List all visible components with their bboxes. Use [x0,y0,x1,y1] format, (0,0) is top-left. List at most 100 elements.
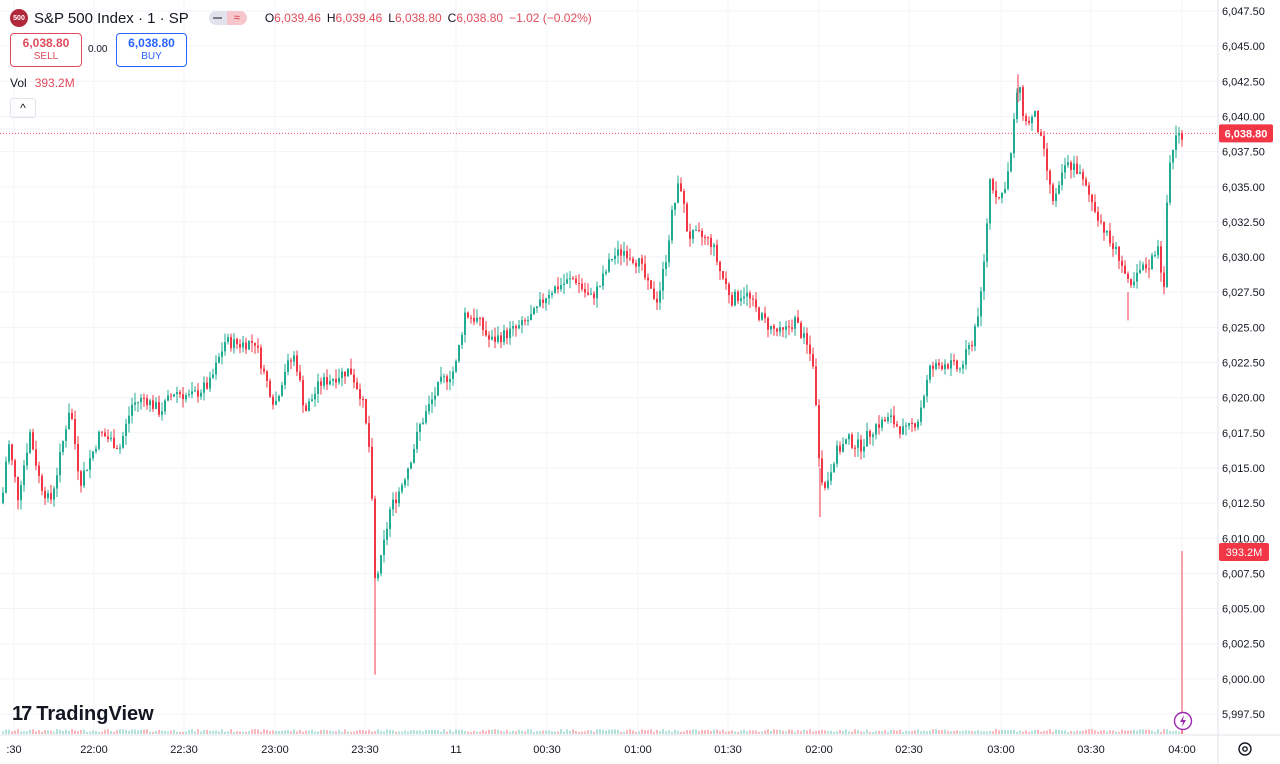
volume-bar [695,729,697,734]
candle-body [167,395,169,401]
candle-body [95,448,97,452]
volume-bar [971,730,973,734]
volume-bar [629,729,631,734]
candle-body [164,400,166,412]
volume-bar [506,729,508,734]
volume-bar [1025,730,1027,734]
candle-body [254,342,256,346]
candle-body [974,326,976,347]
candle-body [770,325,772,330]
volume-bar [74,730,76,734]
symbol-title[interactable]: S&P 500 Index · 1 · SP [34,9,189,27]
candle-body [776,328,778,332]
volume-bar [128,730,130,734]
volume-bar [1031,730,1033,734]
candle-body [1004,188,1006,193]
market-status-pill[interactable]: ≈ [208,11,247,25]
candle-body [653,288,655,299]
volume-bar [917,729,919,734]
volume-bar [521,730,523,734]
volume-bar [290,731,292,734]
lightning-icon[interactable] [1173,711,1193,731]
volume-bar [266,729,268,734]
price-axis[interactable]: 6,047.50 6,045.00 6,042.50 6,040.00 6,037.50… [1222,6,1265,721]
candle-body [299,371,301,381]
candle-body [692,230,694,239]
candle-body [344,371,346,377]
candle-body [854,447,856,449]
candle-body [575,278,577,284]
volume-bar [581,731,583,734]
volume-bar [731,730,733,734]
symbol-logo[interactable]: 500 [10,9,28,27]
candle-body [851,434,853,448]
candle-body [569,278,571,280]
y-tick-label: 6,020.00 [1222,393,1265,405]
candle-body [629,258,631,260]
volume-bar [188,730,190,734]
volume-bar [95,731,97,734]
volume-bar [1163,729,1165,734]
candle-body [878,424,880,428]
volume-bar [377,729,379,734]
volume-bar [140,729,142,734]
candle-body [98,431,100,449]
candle-body [1169,162,1171,203]
candle-body [1064,165,1066,173]
volume-bar [725,731,727,734]
volume-bar [425,729,427,734]
volume-bar [404,730,406,734]
volume-bar [1139,729,1141,734]
volume-bar [713,729,715,734]
volume-bar [401,731,403,734]
candle-body [563,283,565,286]
candle-body [509,328,511,338]
candle-body [863,446,865,452]
candle-body [821,458,823,483]
volume-bar [152,731,154,734]
candle-body [458,344,460,361]
candle-body [434,395,436,400]
volume-bar [1145,729,1147,734]
candle-body [635,262,637,267]
volume-bar [1157,729,1159,734]
candle-body [380,555,382,574]
volume-bar [392,730,394,734]
volume-bar [1103,730,1105,734]
candle-body [362,398,364,400]
volume-bar [809,729,811,734]
sell-button[interactable]: 6,038.80 SELL [10,33,82,67]
svg-text:6,038.80: 6,038.80 [1225,128,1268,140]
candle-body [56,475,58,489]
time-axis[interactable]: :30 22:00 22:30 23:00 23:30 11 00:30 01:00 01:30… [6,744,1195,756]
volume-bar [1004,730,1006,734]
gear-icon[interactable] [1236,740,1254,758]
candle-body [986,223,988,262]
candle-body [1082,172,1084,180]
candle-body [140,397,142,403]
candle-body [410,462,412,469]
volume-bar [884,729,886,734]
candle-body [287,360,289,372]
volume-bar [335,731,337,734]
volume-bar [737,731,739,734]
volume-bar [92,730,94,734]
volume-bar [623,731,625,734]
candle-body [815,366,817,406]
volume-bar [356,730,358,734]
candle-body [896,424,898,427]
candles [2,74,1183,675]
volume-bar [101,731,103,734]
candle-body [359,389,361,399]
candle-body [1166,202,1168,287]
candle-body [980,291,982,317]
candle-body [335,379,337,383]
candle-body [869,431,871,437]
collapse-legend-button[interactable]: ^ [10,98,36,118]
tradingview-logo[interactable]: 17 TradingView [12,703,154,725]
buy-button[interactable]: 6,038.80 BUY [116,33,187,67]
volume-bar [347,731,349,734]
volume-bar [818,730,820,734]
volume-bar [680,731,682,734]
